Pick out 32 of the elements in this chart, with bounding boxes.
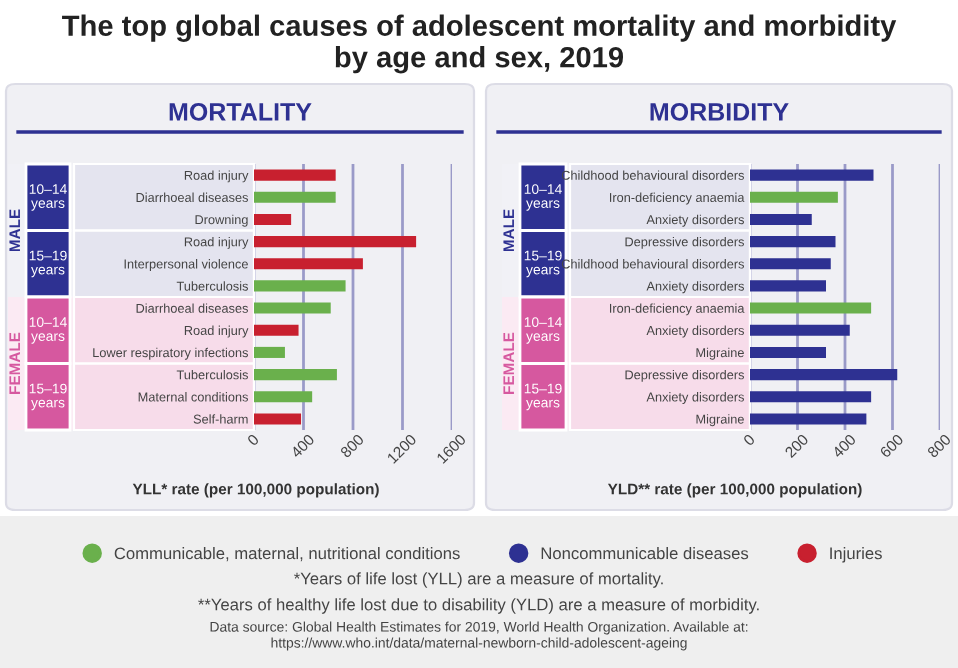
bar — [254, 191, 336, 203]
chart-title: MORTALITY — [169, 103, 312, 121]
bar — [750, 236, 836, 248]
bar — [750, 213, 812, 225]
bar — [750, 391, 872, 403]
bar — [254, 302, 331, 314]
text: *Years of life lost (YLL) are a measure of mortality. — [294, 572, 663, 588]
legend-label: Communicable, maternal, nutritional conditions — [114, 547, 460, 562]
bar — [750, 302, 872, 314]
bar — [254, 324, 299, 336]
bar — [750, 413, 867, 425]
bar — [750, 258, 831, 270]
legend-label: Injuries — [830, 547, 882, 563]
bar — [254, 213, 292, 225]
bar — [254, 169, 336, 181]
bar — [750, 324, 850, 336]
bar — [750, 369, 898, 381]
bar — [750, 346, 826, 358]
bar — [254, 413, 302, 425]
bar — [254, 391, 313, 403]
bar — [254, 236, 417, 248]
text: The top global causes of adolescent mortality and morbidity by age and sex, 2019 — [62, 14, 897, 74]
legend-label: Noncommunicable diseases — [541, 547, 749, 560]
bar — [254, 369, 337, 381]
bar — [254, 258, 363, 270]
bar — [254, 346, 285, 358]
chart-title: MORBIDITY — [650, 103, 789, 121]
bar — [750, 280, 826, 292]
bar — [750, 169, 874, 181]
bar — [750, 191, 838, 203]
text: **Years of healthy life lost due to disability (YLD) are a measure of morbidity. — [198, 598, 759, 614]
bar — [254, 280, 346, 292]
